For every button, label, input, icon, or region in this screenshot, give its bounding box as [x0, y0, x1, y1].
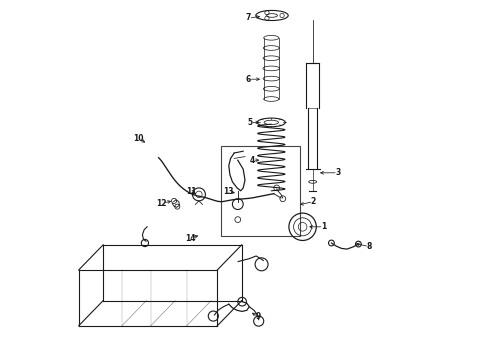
Text: 4: 4 [249, 156, 255, 165]
Text: 3: 3 [335, 168, 341, 177]
Bar [220, 146, 300, 236]
Text: 12: 12 [156, 199, 167, 208]
Text: 13: 13 [223, 187, 234, 196]
Text: 2: 2 [311, 197, 316, 206]
Text: 9: 9 [256, 312, 261, 321]
Text: 7: 7 [246, 13, 251, 22]
Text: 6: 6 [246, 75, 251, 84]
Text: 5: 5 [248, 118, 253, 127]
Text: 1: 1 [321, 222, 326, 231]
Text: 14: 14 [185, 234, 196, 243]
Text: 10: 10 [134, 134, 144, 143]
Text: 11: 11 [186, 187, 196, 196]
Text: 8: 8 [367, 242, 372, 251]
